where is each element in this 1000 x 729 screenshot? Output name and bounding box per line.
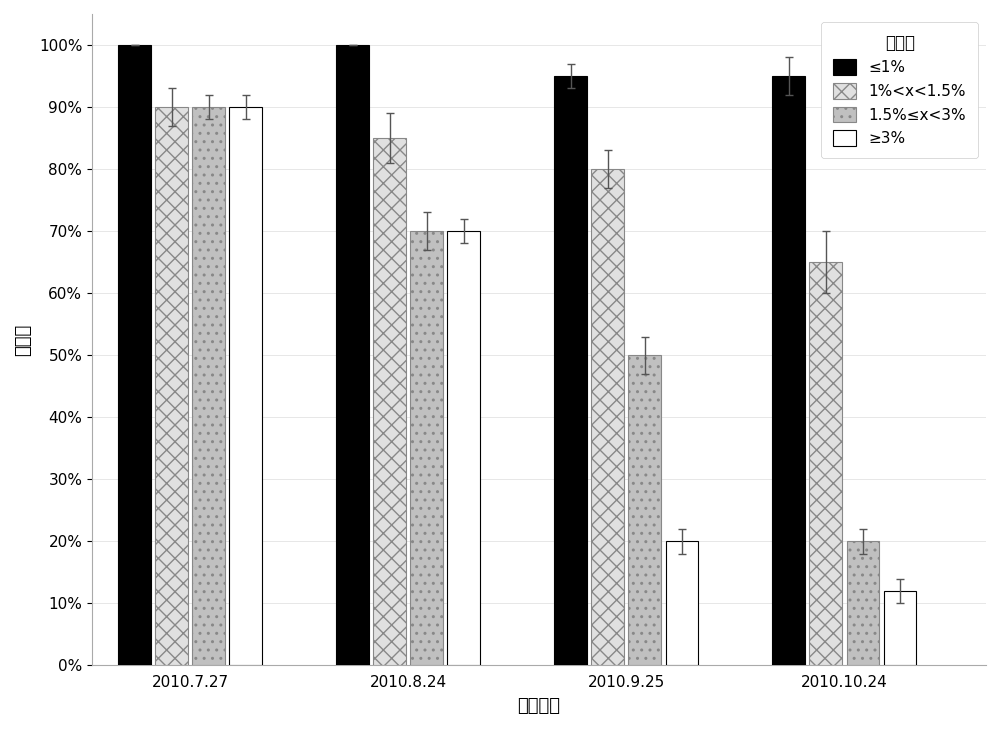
Bar (772, 76, 805, 666)
Legend: ≤1%, 1%<x<1.5%, 1.5%≤x<3%, ≥3%: ≤1%, 1%<x<1.5%, 1.5%≤x<3%, ≥3% (821, 22, 978, 158)
Bar (447, 231, 480, 666)
Bar (554, 76, 587, 666)
Bar (192, 107, 225, 666)
Bar (847, 542, 879, 666)
Bar (373, 138, 406, 666)
Bar (591, 169, 624, 666)
X-axis label: 统计时间: 统计时间 (518, 697, 561, 715)
Bar (809, 262, 842, 666)
Bar (336, 45, 369, 666)
Bar (229, 107, 262, 666)
Bar (628, 355, 661, 666)
Bar (666, 542, 698, 666)
Y-axis label: 存活率: 存活率 (14, 324, 32, 356)
Bar (410, 231, 443, 666)
Bar (884, 591, 916, 666)
Bar (155, 107, 188, 666)
Bar (118, 45, 151, 666)
